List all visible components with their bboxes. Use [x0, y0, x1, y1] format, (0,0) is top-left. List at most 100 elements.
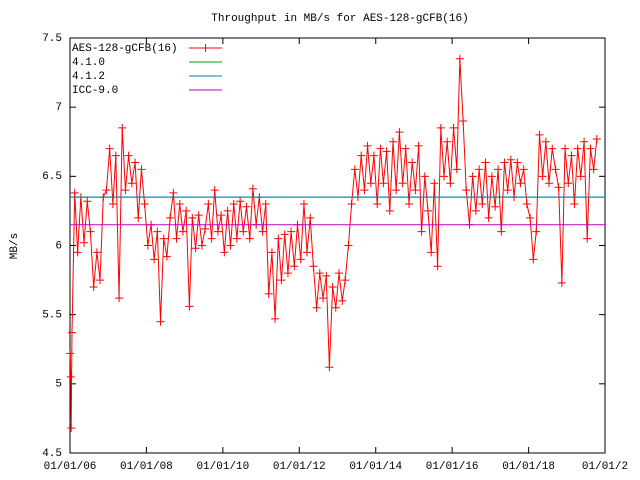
legend-label: 4.1.2: [72, 71, 105, 83]
point-marker: [319, 294, 328, 303]
point-marker: [401, 144, 410, 153]
point-marker: [194, 211, 203, 220]
point-marker: [245, 234, 254, 243]
point-marker: [182, 206, 191, 215]
point-marker: [506, 155, 515, 164]
y-tick-label: 4.5: [42, 448, 62, 460]
point-marker: [242, 202, 251, 211]
x-tick-label: 01/01/16: [426, 461, 479, 473]
point-marker: [331, 303, 340, 312]
point-marker: [80, 238, 89, 247]
point-marker: [532, 227, 541, 236]
point-marker: [127, 179, 136, 188]
point-marker: [557, 278, 566, 287]
point-marker: [347, 200, 356, 208]
point-marker: [115, 294, 124, 303]
point-marker: [535, 130, 544, 139]
y-axis-label: MB/s: [9, 233, 21, 259]
point-marker: [143, 241, 152, 250]
point-marker: [338, 296, 347, 305]
point-marker: [188, 213, 197, 222]
point-marker: [213, 227, 222, 236]
point-marker: [538, 172, 547, 181]
point-marker: [159, 234, 168, 243]
point-marker: [169, 188, 178, 197]
point-marker: [335, 269, 344, 278]
chart-title: Throughput in MB/s for AES-128-gCFB(16): [211, 13, 468, 25]
point-marker: [497, 227, 506, 236]
x-tick-label: 01/01/12: [273, 461, 326, 473]
point-marker: [274, 234, 283, 243]
point-marker: [395, 128, 404, 137]
point-marker: [385, 206, 394, 215]
point-marker: [322, 271, 331, 280]
point-marker: [118, 123, 127, 132]
point-marker: [96, 276, 105, 285]
point-marker: [66, 349, 75, 358]
point-marker: [210, 186, 219, 195]
point-marker: [236, 197, 245, 206]
point-marker: [226, 241, 235, 250]
point-marker: [360, 186, 369, 195]
point-marker: [296, 255, 305, 264]
point-marker: [564, 179, 573, 188]
x-tick-label: 01/01/2: [582, 461, 628, 473]
point-marker: [137, 165, 146, 174]
point-marker: [567, 151, 576, 160]
point-marker: [223, 206, 232, 215]
point-marker: [111, 151, 120, 160]
point-marker: [312, 303, 321, 312]
point-marker: [70, 188, 79, 197]
point-marker: [417, 227, 426, 236]
point-marker: [86, 227, 95, 236]
point-marker: [427, 248, 436, 257]
point-marker: [366, 179, 375, 188]
point-marker: [280, 230, 289, 239]
point-marker: [178, 227, 187, 236]
point-marker: [471, 206, 480, 215]
point-marker: [561, 144, 570, 153]
point-marker: [443, 137, 452, 146]
point-marker: [576, 172, 585, 181]
y-tick-label: 5.5: [42, 310, 62, 322]
point-marker: [175, 200, 184, 208]
point-marker: [89, 283, 98, 291]
y-tick-label: 5: [55, 379, 62, 391]
point-marker: [452, 165, 461, 174]
point-marker: [191, 244, 200, 253]
point-marker: [73, 248, 82, 257]
point-marker: [92, 248, 101, 257]
point-marker: [220, 248, 229, 257]
point-marker: [436, 123, 445, 132]
y-tick-label: 7: [55, 102, 62, 114]
point-marker: [455, 54, 464, 63]
point-marker: [420, 172, 429, 181]
point-marker: [376, 144, 385, 153]
point-marker: [503, 186, 512, 195]
point-marker: [325, 363, 334, 372]
point-marker: [389, 137, 398, 146]
point-marker: [548, 144, 557, 153]
point-marker: [185, 302, 194, 311]
point-marker: [573, 144, 582, 153]
y-tick-label: 6: [55, 240, 62, 252]
point-marker: [344, 241, 353, 250]
point-marker: [430, 179, 439, 188]
point-marker: [491, 202, 500, 211]
point-marker: [398, 179, 407, 188]
point-marker: [162, 252, 171, 261]
point-marker: [392, 186, 401, 195]
point-marker: [232, 234, 241, 243]
point-marker: [357, 151, 366, 160]
point-marker: [102, 186, 111, 195]
point-marker: [411, 186, 420, 195]
point-marker: [239, 227, 248, 236]
point-marker: [551, 165, 560, 174]
point-marker: [328, 283, 337, 291]
y-tick-label: 7.5: [42, 33, 62, 45]
point-marker: [363, 141, 372, 150]
point-marker: [545, 179, 554, 188]
point-marker: [287, 227, 296, 236]
point-marker: [414, 141, 423, 150]
